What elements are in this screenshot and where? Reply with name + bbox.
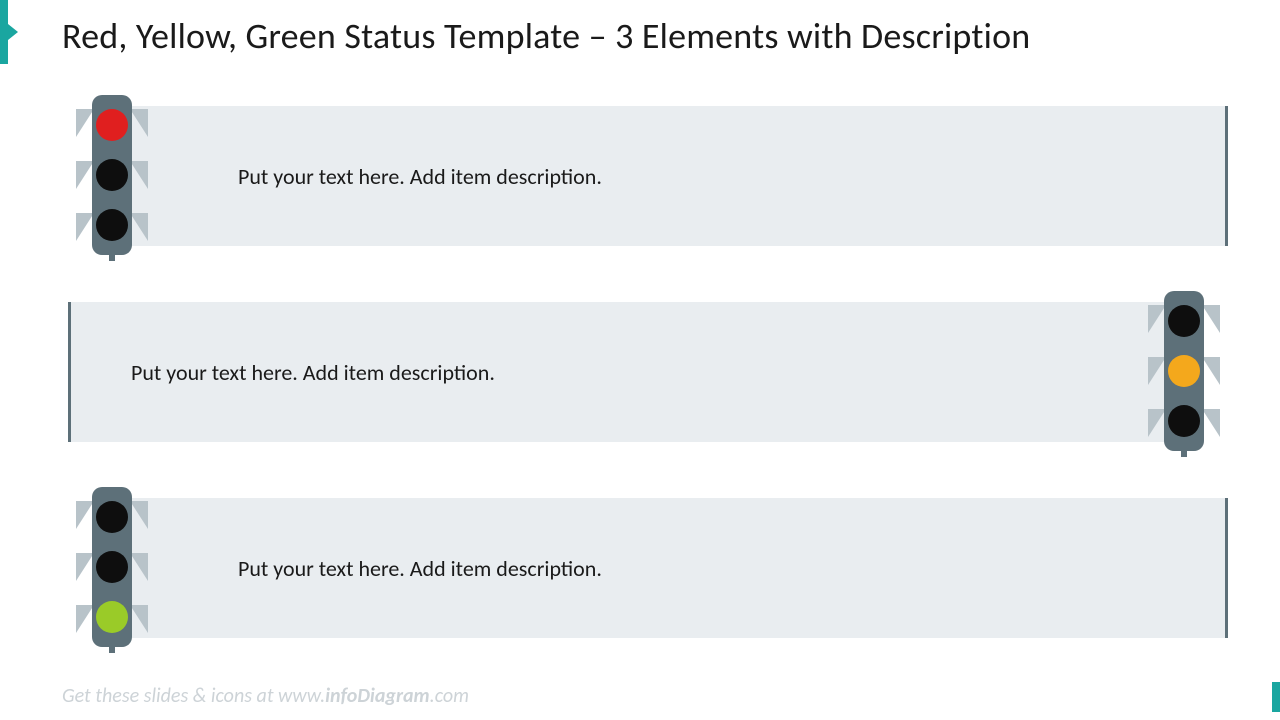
accent-bar-left (0, 0, 8, 64)
accent-notch (8, 24, 18, 40)
traffic-light-yellow-icon (1136, 287, 1232, 457)
status-text: Put your text here. Add item description… (238, 163, 602, 190)
accent-bar-right-bottom (1272, 682, 1280, 712)
traffic-light-green-icon (64, 483, 160, 653)
traffic-light-red-icon (64, 91, 160, 261)
status-bar: Put your text here. Add item description… (68, 302, 1168, 442)
footer-suffix: .com (430, 684, 469, 708)
footer-bold: infoDiagram (325, 684, 430, 708)
footer-attribution: Get these slides & icons at www.infoDiag… (62, 684, 469, 708)
page-title: Red, Yellow, Green Status Template – 3 E… (62, 14, 1030, 58)
status-text: Put your text here. Add item description… (131, 359, 495, 386)
status-bar: Put your text here. Add item description… (128, 498, 1228, 638)
status-bar: Put your text here. Add item description… (128, 106, 1228, 246)
footer-prefix: Get these slides & icons at www. (62, 684, 325, 708)
status-text: Put your text here. Add item description… (238, 555, 602, 582)
